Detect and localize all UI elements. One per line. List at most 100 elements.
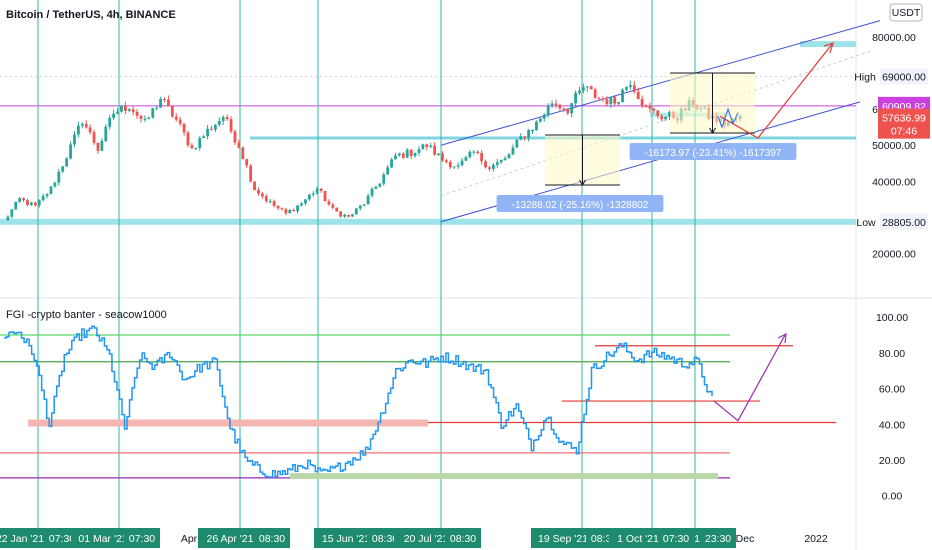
target-zone	[800, 41, 856, 48]
candle-body	[69, 144, 72, 159]
candle-body	[61, 166, 65, 172]
candle-body	[182, 123, 186, 133]
candle-body	[589, 86, 593, 90]
candle-body	[229, 119, 233, 132]
candle-body	[217, 120, 221, 125]
time-axis-label: 19 Sep '21	[538, 533, 588, 545]
candle-body	[194, 148, 198, 150]
low-badge-value: 28805.00	[882, 217, 926, 229]
candle-body	[315, 188, 319, 194]
fgi-projection-arrow[interactable]	[713, 334, 786, 422]
candle-body	[167, 99, 170, 106]
candle-body	[382, 174, 386, 184]
time-axis[interactable]: 22 Jan '21 07:30 01 Mar '21 07:30 Apr 26 Apr …	[0, 528, 828, 548]
time-axis-highlight	[445, 528, 481, 548]
candle-body	[632, 85, 636, 92]
indicator-pane[interactable]: FGI -crypto banter - seacow1000 100.00 80…	[0, 309, 908, 503]
candle-body	[249, 165, 253, 182]
candle-body	[390, 159, 393, 168]
candle-body	[531, 130, 534, 132]
candle-body	[245, 159, 249, 166]
time-axis-label: 07:30	[49, 533, 75, 545]
countdown-badge-bg	[878, 108, 930, 139]
currency-badge[interactable]: USDT	[889, 3, 923, 22]
candle-body	[460, 160, 464, 166]
time-axis-label: Dec	[736, 533, 755, 545]
fgi-axis-tick: 60.00	[879, 384, 905, 396]
countdown-time: 07:46	[891, 126, 917, 138]
candle-body	[92, 132, 96, 143]
candle-body	[354, 208, 358, 215]
candle-body	[582, 87, 585, 91]
candle-body	[527, 130, 530, 138]
candle-body	[468, 151, 472, 158]
low-badge-label: Low	[856, 217, 876, 229]
time-axis-highlight	[608, 528, 668, 548]
candle-body	[280, 208, 284, 210]
candle-body	[319, 188, 323, 191]
candle-body	[343, 214, 346, 217]
fgi-annotations[interactable]	[713, 332, 787, 422]
candle-body	[112, 113, 116, 118]
candle-body	[108, 117, 112, 127]
candle-body	[120, 105, 123, 112]
candle-body	[88, 127, 92, 133]
candle-body	[374, 186, 378, 189]
time-axis-highlight	[658, 528, 694, 548]
price-axis[interactable]: 80000.0060000.0050000.0040000.0020000.00…	[854, 32, 930, 261]
candle-body	[272, 201, 276, 206]
candle-body	[484, 161, 487, 168]
candle-body	[628, 85, 632, 87]
fgi-axis[interactable]: 100.00 80.00 60.00 40.00 20.00 0.00	[876, 312, 908, 503]
candle-body	[386, 167, 390, 175]
price-projection-arrowhead	[823, 42, 834, 54]
price-annotations[interactable]: -13288.02 (-25.16%) -1328802 -16173.97 (-…	[496, 42, 834, 212]
candle-body	[331, 204, 335, 208]
time-axis-label: 22 Jan '21	[0, 533, 44, 545]
time-axis-label: 07:30	[663, 533, 689, 545]
candle-body	[554, 103, 558, 106]
candle-body	[65, 158, 69, 167]
measure-arrow-head	[709, 127, 716, 134]
candle-body	[26, 200, 29, 206]
candle-body	[535, 121, 538, 131]
time-axis-label: 20 Jul '21	[404, 533, 449, 545]
candle-body	[499, 159, 503, 163]
candle-body	[268, 201, 272, 203]
candle-body	[593, 89, 597, 98]
candle-body	[464, 157, 468, 161]
candle-body	[601, 98, 605, 100]
channel-upper-line[interactable]	[440, 20, 881, 146]
candle-body	[10, 209, 14, 217]
candle-body	[656, 110, 660, 117]
candle-body	[480, 153, 484, 162]
candle-body	[76, 125, 80, 135]
candle-body	[609, 96, 613, 105]
candle-body	[597, 97, 601, 99]
candle-body	[550, 103, 554, 106]
pattern-zigzag	[717, 107, 739, 129]
measure-label-1: -13288.02 (-25.16%) -1328802	[512, 200, 649, 211]
candle-body	[14, 201, 18, 210]
measure-label-1-bg	[496, 195, 664, 212]
candle-body	[18, 198, 22, 202]
candle-body	[214, 124, 217, 130]
price-channel[interactable]	[440, 20, 881, 223]
candle-body	[574, 92, 577, 104]
candle-body	[104, 126, 108, 142]
candle-body	[585, 86, 589, 88]
candle-body	[370, 188, 374, 196]
time-axis-label: 2022	[804, 533, 828, 545]
candle-body	[511, 147, 515, 155]
measure-label-2-bg	[629, 143, 797, 160]
candle-body	[503, 158, 507, 160]
candle-body	[276, 205, 280, 209]
price-axis-tick: 40000.00	[872, 176, 916, 188]
candle-body	[202, 136, 206, 139]
candle-body	[394, 155, 397, 160]
time-axis-label: 15 Jun '21	[322, 533, 370, 545]
candle-body	[358, 205, 362, 209]
channel-mid-line[interactable]	[440, 50, 871, 197]
